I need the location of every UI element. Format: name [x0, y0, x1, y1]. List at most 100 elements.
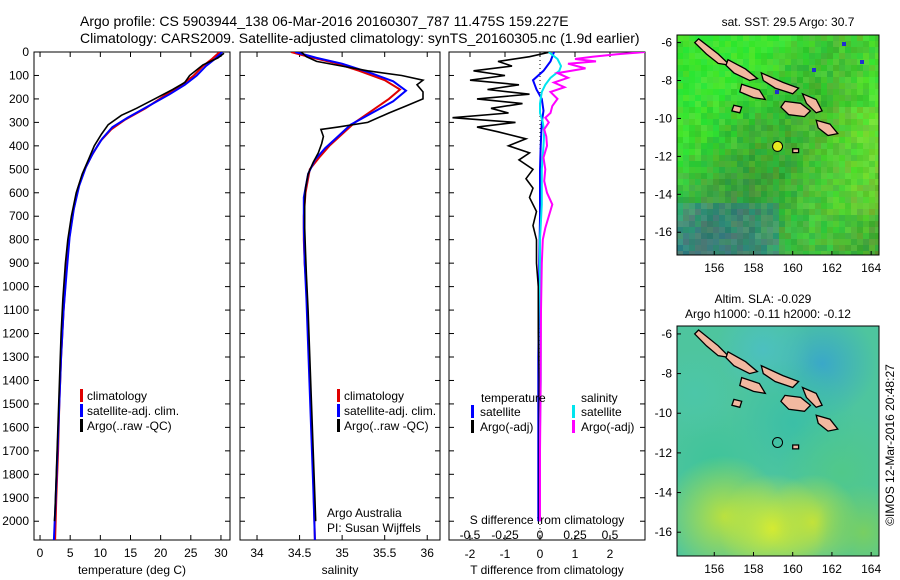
map-x-tick-label: 162 — [822, 261, 842, 275]
sst-cell — [695, 185, 702, 192]
sst-cell — [725, 179, 732, 186]
sst-cell — [785, 149, 792, 156]
sst-cell — [863, 149, 870, 156]
sst-cell — [797, 179, 804, 186]
map-y-tick-label: -16 — [655, 225, 673, 239]
sst-cell — [785, 173, 792, 180]
legend-swatch — [337, 419, 340, 432]
sst-cell — [863, 65, 870, 72]
y-tick-label: 500 — [9, 162, 29, 176]
sst-cell — [851, 245, 858, 252]
island-land — [731, 398, 743, 409]
sst-cell — [713, 143, 720, 150]
sst-cell — [827, 71, 834, 78]
sst-cell — [821, 107, 828, 114]
sst-cell — [755, 41, 762, 48]
sst-cell — [803, 77, 810, 84]
sst-cell — [833, 47, 840, 54]
sst-cell — [749, 95, 756, 102]
sst-cell — [809, 191, 816, 198]
sst-cell — [683, 167, 690, 174]
sst-cell — [749, 167, 756, 174]
sst-cell — [713, 77, 720, 84]
sst-cell — [869, 119, 876, 126]
map-x-tick-label: 156 — [704, 562, 724, 576]
sst-cell — [719, 191, 726, 198]
sst-cell — [809, 215, 816, 222]
sst-cell — [845, 107, 852, 114]
sst-cell — [731, 161, 738, 168]
sst-cell — [677, 155, 684, 162]
sst-cell — [695, 233, 702, 240]
sst-cell — [767, 251, 774, 255]
sst_map-field — [677, 35, 879, 255]
sst-cell — [839, 35, 846, 42]
sst-cell — [845, 59, 852, 66]
sst-cell — [785, 161, 792, 168]
sst-cell — [869, 209, 876, 216]
sst-cell — [773, 233, 780, 240]
sst-cell — [761, 137, 768, 144]
sst-cell — [677, 227, 684, 234]
sst-cell — [845, 179, 852, 186]
sst-cell — [839, 227, 846, 234]
difference-panel: -2 -1 0 1 2 -0.5 -0.25 0 0.25 0.5S difference fro… — [448, 51, 646, 577]
sst-cell — [827, 167, 834, 174]
sst-cell — [833, 41, 840, 48]
sst-cell — [719, 95, 726, 102]
sst-cell — [767, 35, 774, 42]
sst-cell — [749, 155, 756, 162]
sst-cell — [785, 197, 792, 204]
sst-cell — [827, 191, 834, 198]
sst-cell — [785, 71, 792, 78]
sst-cell — [683, 239, 690, 246]
sst-cell — [701, 149, 708, 156]
sst-cell — [767, 83, 774, 90]
sst-cell — [815, 113, 822, 120]
sst-cell — [677, 65, 684, 72]
sst-cell — [767, 65, 774, 72]
sst-cell — [827, 89, 834, 96]
legend-title: temperature — [481, 391, 546, 405]
sst-cell — [857, 233, 864, 240]
sst-cell — [779, 53, 786, 60]
sst-cell — [791, 53, 798, 60]
sst-cell — [815, 233, 822, 240]
sst-cell — [785, 47, 792, 54]
sst-cell — [719, 137, 726, 144]
sst-cell — [851, 113, 858, 120]
sst-cell — [797, 125, 804, 132]
sst-cell — [695, 209, 702, 216]
sst-cell — [713, 209, 720, 216]
sst-cell — [833, 77, 840, 84]
sst-cell — [683, 53, 690, 60]
sst-cell — [791, 197, 798, 204]
sst-cell — [743, 197, 750, 204]
sst-cell — [803, 251, 810, 255]
sst-cell — [803, 173, 810, 180]
sst-cell — [857, 125, 864, 132]
sst-cell — [869, 245, 876, 252]
sst-cell — [737, 77, 744, 84]
sst-cell — [809, 77, 816, 84]
sst-cell — [797, 185, 804, 192]
sst-cell — [713, 173, 720, 180]
y-tick-label: 200 — [9, 92, 29, 106]
y-tick-label: 1800 — [2, 467, 29, 481]
sst-cell — [743, 149, 750, 156]
sst-cell — [851, 137, 858, 144]
sst-cell — [857, 77, 864, 84]
sst-cell — [719, 143, 726, 150]
sst-cell — [707, 245, 714, 252]
sst-cell — [743, 155, 750, 162]
sst-cell — [743, 107, 750, 114]
sst-cell — [749, 137, 756, 144]
map-y-tick-label: -14 — [655, 187, 673, 201]
sst-cell — [857, 197, 864, 204]
sst-cell — [803, 137, 810, 144]
annotation: Argo Australia — [327, 506, 402, 520]
sst-cell — [785, 155, 792, 162]
legend-label: satellite-adj. clim. — [344, 404, 436, 418]
sst-cell — [839, 125, 846, 132]
sst-cell — [689, 167, 696, 174]
